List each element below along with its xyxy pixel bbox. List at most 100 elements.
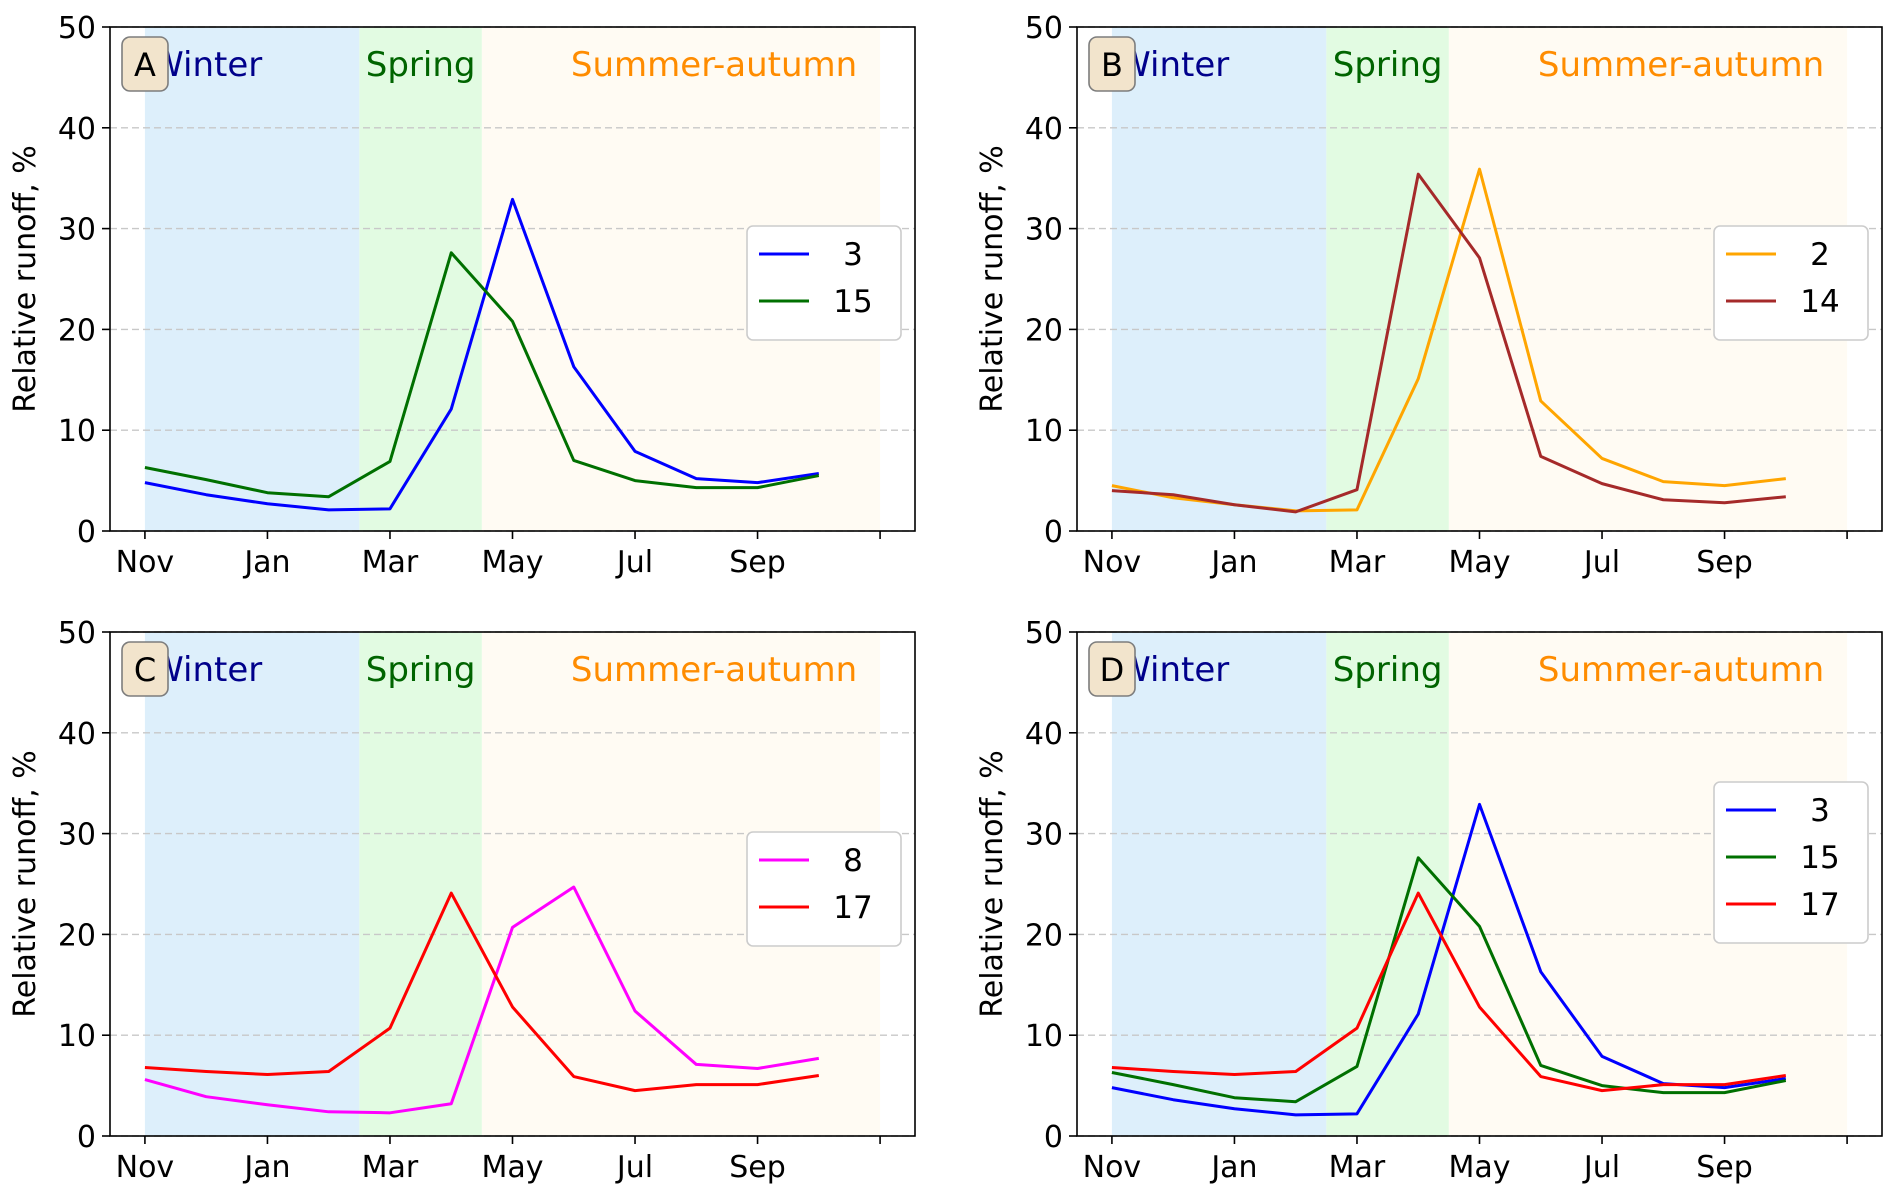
x-tick-label: Jan (242, 1150, 290, 1185)
y-tick-label: 20 (1025, 313, 1063, 348)
chart-panel-c: 0 10 20 30 40 50 Nov Jan Mar May Jul Sep Relative ru… (8, 616, 916, 1185)
x-tick-label: Sep (729, 1150, 786, 1185)
x-tick-label: Jan (1209, 545, 1257, 580)
legend-label-3: 3 (843, 237, 863, 273)
season-label-winter: Winter (1117, 45, 1229, 85)
y-tick-label: 20 (1025, 918, 1063, 953)
series-line-17 (1111, 891, 1787, 1093)
y-tick-label: 30 (1025, 213, 1063, 248)
legend-label-3: 3 (1810, 793, 1830, 829)
legend: 3 15 17 (1713, 781, 1869, 944)
legend-label-8: 8 (843, 843, 863, 879)
y-tick-label: 50 (58, 616, 96, 651)
legend-label-14: 14 (1800, 284, 1839, 320)
panel-label-box: C (121, 641, 169, 697)
season-label-winter: Winter (1117, 650, 1229, 690)
season-band-winter (144, 632, 360, 1136)
panel-label-box: B (1088, 36, 1136, 92)
x-tick-label: Jul (615, 545, 653, 580)
season-label-summer-autumn: Summer-autumn (571, 45, 857, 85)
y-tick-label: 30 (58, 213, 96, 248)
legend-frame (1713, 781, 1869, 944)
y-axis-title: Relative runoff, % (975, 750, 1010, 1017)
season-band-winter (144, 27, 360, 531)
y-tick-label: 30 (58, 818, 96, 853)
x-tick-label: Sep (1696, 1150, 1753, 1185)
x-tick-label: Nov (116, 545, 175, 580)
y-axis-title: Relative runoff, % (8, 145, 43, 412)
x-tick-label: Nov (1083, 1150, 1142, 1185)
x-tick-label: Mar (362, 1150, 419, 1185)
legend-label-15: 15 (833, 284, 872, 320)
legend-label-17: 17 (1800, 887, 1839, 923)
panel-label-background (1088, 641, 1136, 697)
season-label-summer-autumn: Summer-autumn (1538, 45, 1824, 85)
y-tick-label: 40 (58, 717, 96, 752)
x-tick-label: Sep (1696, 545, 1753, 580)
legend-label-17: 17 (833, 890, 872, 926)
panel-letter: C (134, 651, 156, 689)
y-tick-label: 40 (1025, 717, 1063, 752)
season-band-spring (359, 27, 482, 531)
season-label-spring: Spring (1333, 650, 1443, 690)
x-tick-label: Sep (729, 545, 786, 580)
x-tick-label: Jul (1582, 1150, 1620, 1185)
season-band-winter (1111, 632, 1327, 1136)
season-band-spring (1326, 632, 1449, 1136)
x-tick-label: May (481, 545, 543, 580)
legend: 817 (746, 831, 902, 947)
x-tick-label: Jul (1582, 545, 1620, 580)
panel-label-box: A (121, 36, 169, 92)
y-tick-label: 30 (1025, 818, 1063, 853)
series-line-8 (144, 885, 820, 1115)
season-band-spring (359, 632, 482, 1136)
season-band-spring (1326, 27, 1449, 531)
chart-panel-a: 0 10 20 30 40 50 Nov Jan Mar May Jul Sep Relative ru… (8, 11, 916, 580)
panel-letter: B (1101, 46, 1123, 84)
x-tick-label: Jan (242, 545, 290, 580)
y-tick-label: 20 (58, 918, 96, 953)
y-tick-label: 40 (58, 112, 96, 147)
x-tick-label: Mar (362, 545, 419, 580)
x-tick-label: Nov (1083, 545, 1142, 580)
chart-panel-b: 0 10 20 30 40 50 Nov Jan Mar May Jul Sep Relative ru… (975, 11, 1883, 580)
y-tick-label: 10 (1025, 1019, 1063, 1054)
panel-label-background (121, 36, 169, 92)
series-line-17 (144, 891, 820, 1093)
season-label-winter: Winter (150, 650, 262, 690)
panel-label-box: D (1088, 641, 1136, 697)
x-tick-label: Jul (615, 1150, 653, 1185)
season-label-summer-autumn: Summer-autumn (1538, 650, 1824, 690)
season-label-spring: Spring (366, 45, 476, 85)
chart-panel-d: 0 10 20 30 40 50 Nov Jan Mar May Jul Sep Relative ru… (975, 616, 1883, 1185)
x-tick-label: May (1448, 545, 1510, 580)
y-tick-label: 20 (58, 313, 96, 348)
x-tick-label: Nov (116, 1150, 175, 1185)
x-tick-label: Mar (1329, 545, 1386, 580)
y-tick-label: 40 (1025, 112, 1063, 147)
legend-frame (1713, 225, 1869, 341)
legend-label-15: 15 (1800, 840, 1839, 876)
series-line-3 (144, 197, 820, 512)
season-label-spring: Spring (1333, 45, 1443, 85)
y-tick-label: 0 (1044, 1120, 1063, 1155)
legend: 315 (746, 225, 902, 341)
x-tick-label: Jan (1209, 1150, 1257, 1185)
y-axis-title: Relative runoff, % (8, 750, 43, 1017)
legend-frame (746, 225, 902, 341)
season-band-winter (1111, 27, 1327, 531)
y-tick-label: 50 (1025, 11, 1063, 46)
x-tick-label: Mar (1329, 1150, 1386, 1185)
season-label-winter: Winter (150, 45, 262, 85)
panel-letter: A (134, 46, 156, 84)
y-tick-label: 10 (58, 1019, 96, 1054)
y-tick-label: 50 (58, 11, 96, 46)
legend: 214 (1713, 225, 1869, 341)
legend-label-2: 2 (1810, 237, 1830, 273)
y-tick-label: 10 (1025, 414, 1063, 449)
y-tick-label: 0 (1044, 515, 1063, 550)
x-tick-label: May (481, 1150, 543, 1185)
legend-frame (746, 831, 902, 947)
y-tick-label: 10 (58, 414, 96, 449)
y-axis-title: Relative runoff, % (975, 145, 1010, 412)
